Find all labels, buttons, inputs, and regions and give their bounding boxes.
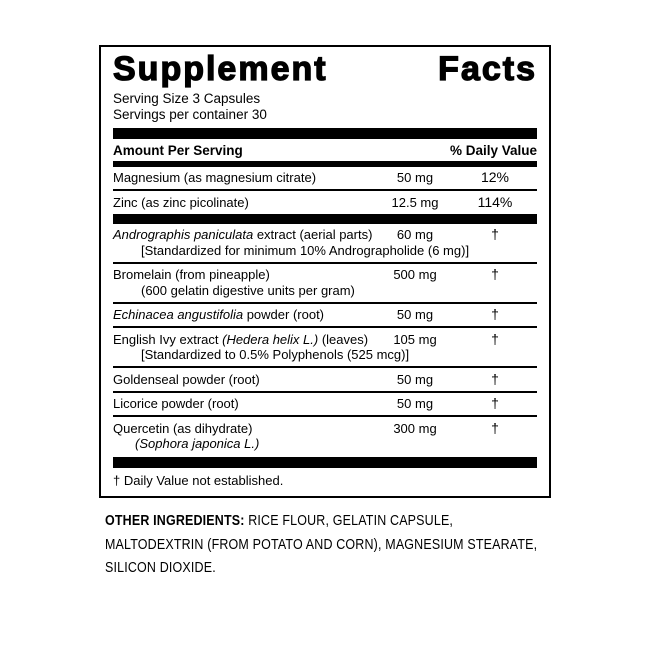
ingredient-subline: [Standardized for minimum 10% Andrograph… xyxy=(141,242,470,258)
ingredient-daily-value: † xyxy=(491,419,499,436)
ingredient-daily-value: † xyxy=(491,395,499,411)
ingredient-name: Magnesium (as magnesium citrate) xyxy=(113,170,317,185)
divider-bar-header xyxy=(113,160,537,167)
servings-per-container: Servings per container 30 xyxy=(113,107,267,122)
row-zinc: Zinc (as zinc picolinate) 12.5 mg 114% xyxy=(113,189,537,214)
ingredient-amount: 105 mg xyxy=(393,331,437,347)
ingredient-subline: (Sophora japonica L.) xyxy=(135,436,260,451)
ingredient-name: Quercetin (as dihydrate) xyxy=(113,420,253,436)
serving-size: Serving Size 3 Capsules xyxy=(113,91,261,106)
row-quercetin: Quercetin (as dihydrate) 300 mg † (Sopho… xyxy=(113,415,537,455)
row-licorice: Licorice powder (root) 50 mg † xyxy=(113,390,537,416)
other-ingredients-label: OTHER INGREDIENTS: xyxy=(105,513,245,529)
supplement-facts-panel: Supplement Facts Serving Size 3 Capsules… xyxy=(99,45,551,498)
other-ingredients-section: OTHER INGREDIENTS: RICE FLOUR, GELATIN C… xyxy=(105,510,561,581)
ingredient-daily-value: † xyxy=(491,370,499,387)
ingredient-name: English Ivy extract (Hedera helix L.) (l… xyxy=(113,331,369,347)
row-bromelain: Bromelain (from pineapple) 500 mg † (600… xyxy=(113,261,537,302)
ingredient-amount: 500 mg xyxy=(393,267,437,282)
column-header-amount: Amount Per Serving xyxy=(113,142,243,158)
ingredient-subline: [Standardized to 0.5% Polyphenols (525 m… xyxy=(141,347,410,362)
ingredient-subline: (600 gelatin digestive units per gram) xyxy=(141,282,355,298)
ingredient-amount: 300 mg xyxy=(393,420,437,436)
column-header-row: Amount Per Serving % Daily Value xyxy=(113,139,537,161)
ingredient-name: Echinacea angustifolia powder (root) xyxy=(113,307,325,322)
ingredient-amount: 12.5 mg xyxy=(391,194,439,210)
ingredient-daily-value: 114% xyxy=(477,193,513,210)
ingredient-name: Bromelain (from pineapple) xyxy=(113,267,270,282)
other-ingredients-line1: RICE FLOUR, GELATIN CAPSULE, xyxy=(248,513,454,529)
ingredient-name: Licorice powder (root) xyxy=(113,396,239,411)
divider-bar-middle xyxy=(113,213,537,224)
ingredient-amount: 50 mg xyxy=(396,307,434,322)
ingredient-amount: 50 mg xyxy=(396,170,434,185)
panel-title: Supplement Facts xyxy=(112,50,537,88)
ingredient-amount: 50 mg xyxy=(396,371,434,387)
row-goldenseal: Goldenseal powder (root) 50 mg † xyxy=(113,366,537,391)
daily-value-footnote: † Daily Value not established. xyxy=(113,473,284,488)
row-andrographis: Andrographis paniculata extract (aerial … xyxy=(113,224,537,262)
divider-bar-top xyxy=(113,128,537,139)
row-echinacea: Echinacea angustifolia powder (root) 50 … xyxy=(113,301,537,327)
other-ingredients-line2: MALTODEXTRIN (FROM POTATO AND CORN), MAG… xyxy=(105,536,538,553)
ingredient-daily-value: † xyxy=(491,226,499,242)
ingredient-daily-value: † xyxy=(491,330,499,347)
other-ingredients-line3: SILICON DIOXIDE. xyxy=(105,560,216,576)
ingredient-daily-value: † xyxy=(491,306,499,322)
row-magnesium: Magnesium (as magnesium citrate) 50 mg 1… xyxy=(113,167,537,190)
ingredient-name: Zinc (as zinc picolinate) xyxy=(113,194,249,210)
ingredient-name: Goldenseal powder (root) xyxy=(113,371,260,387)
divider-bar-bottom xyxy=(113,457,537,468)
column-header-daily-value: % Daily Value xyxy=(449,142,537,158)
ingredient-amount: 60 mg xyxy=(396,227,434,242)
ingredient-amount: 50 mg xyxy=(396,396,434,411)
ingredient-daily-value: † xyxy=(491,266,499,282)
ingredient-name: Andrographis paniculata extract (aerial … xyxy=(113,227,373,242)
row-english-ivy: English Ivy extract (Hedera helix L.) (l… xyxy=(113,326,537,366)
ingredient-daily-value: 12% xyxy=(480,169,510,185)
